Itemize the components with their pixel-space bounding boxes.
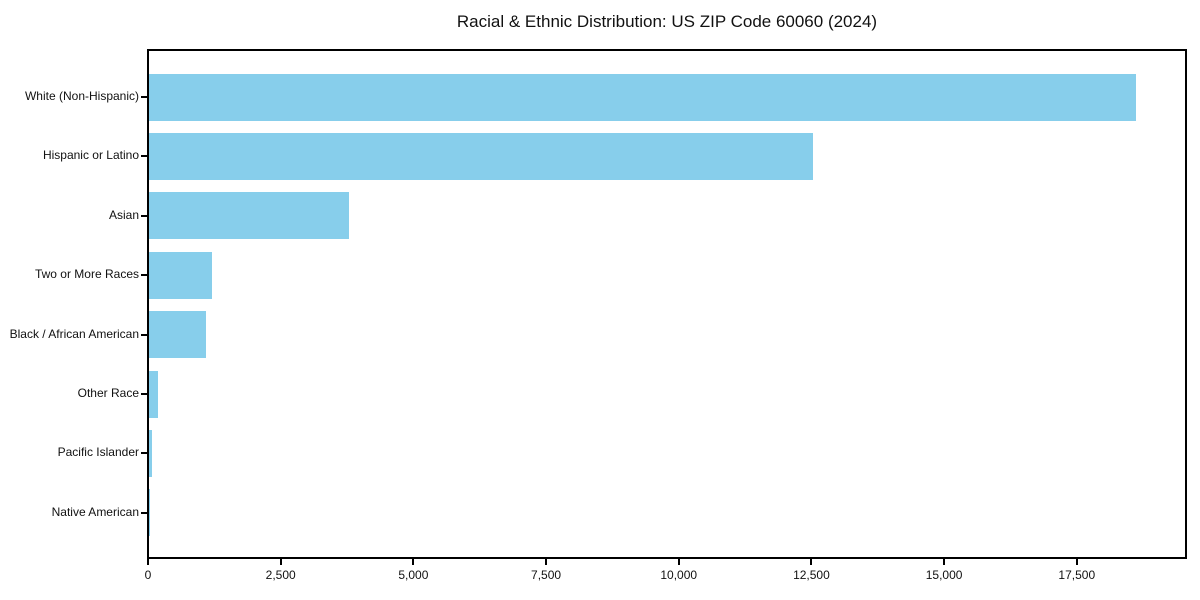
y-axis-label: Other Race [77,386,139,400]
y-axis-tick [141,155,147,158]
bar-other-race [149,370,159,418]
bar-pacific-islander [149,429,152,477]
plot-area [147,49,1187,559]
x-axis-tick-label: 5,000 [398,568,429,582]
x-axis-tick-label: 17,500 [1058,568,1096,582]
y-axis-tick [141,333,147,336]
x-axis-tick [147,559,149,565]
y-axis-tick [141,96,147,98]
x-axis-tick [943,559,946,565]
y-axis-tick [141,511,147,514]
y-axis-label: Hispanic or Latino [42,148,139,163]
x-axis-tick [1075,559,1078,565]
x-axis-tick [412,559,415,565]
bar-two-or-more-races [149,251,212,299]
y-axis-tick [141,393,147,395]
bar-native-american [149,489,150,537]
y-axis-label: Native American [51,504,139,519]
bar-hispanic-or-latino [149,132,814,180]
y-axis-label: Black / African American [9,326,139,341]
bar-asian [149,192,350,240]
chart-title: Racial & Ethnic Distribution: US ZIP Cod… [456,12,878,31]
x-axis-tick-label: 15,000 [925,568,963,582]
y-axis-tick [141,452,147,455]
bar-white-non-hispanic [149,73,1136,121]
bar-black-african-american [149,311,207,359]
y-axis-tick [141,274,147,277]
x-axis-tick [677,559,680,565]
x-axis-tick [279,559,282,565]
x-axis-tick-label: 10,000 [660,568,698,582]
x-axis-tick [545,559,548,565]
x-axis-tick-label: 7,500 [531,568,562,582]
y-axis-label: Two or More Races [34,267,139,282]
x-axis-tick [810,559,813,565]
x-axis-tick-label: 12,500 [793,568,830,582]
y-axis-label: Pacific Islander [57,445,139,460]
y-axis-label: White (Non-Hispanic) [24,89,139,103]
y-axis-tick [141,214,147,217]
x-axis-tick-label: 0 [144,568,152,582]
x-axis-tick-label: 2,500 [265,568,296,582]
y-axis-label: Asian [108,207,139,222]
